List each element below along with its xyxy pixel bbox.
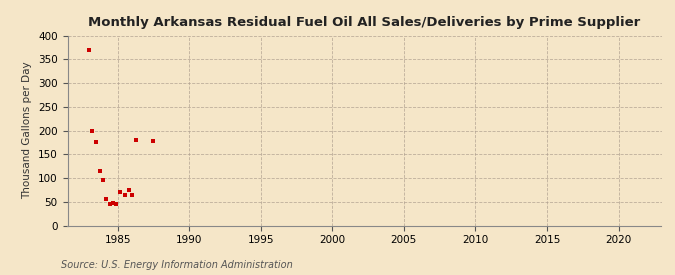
- Point: [105, 202, 116, 206]
- Y-axis label: Thousand Gallons per Day: Thousand Gallons per Day: [22, 62, 32, 199]
- Point: [108, 200, 119, 205]
- Point: [111, 202, 122, 206]
- Point: [131, 138, 142, 142]
- Point: [148, 139, 159, 143]
- Point: [115, 190, 126, 194]
- Text: Source: U.S. Energy Information Administration: Source: U.S. Energy Information Administ…: [61, 260, 292, 270]
- Point: [95, 169, 106, 173]
- Point: [90, 140, 101, 145]
- Point: [98, 178, 109, 183]
- Point: [84, 48, 95, 52]
- Point: [126, 192, 137, 197]
- Point: [119, 192, 130, 197]
- Point: [124, 188, 134, 192]
- Point: [101, 197, 111, 202]
- Point: [86, 128, 97, 133]
- Title: Monthly Arkansas Residual Fuel Oil All Sales/Deliveries by Prime Supplier: Monthly Arkansas Residual Fuel Oil All S…: [88, 16, 641, 29]
